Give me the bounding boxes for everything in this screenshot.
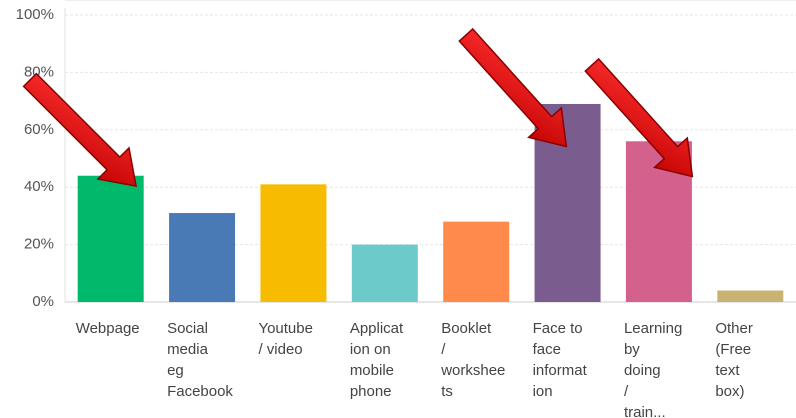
bar [443, 221, 510, 302]
bar [351, 244, 418, 302]
arrow [458, 27, 568, 148]
x-tick-label: Booklet / workshee ts [441, 320, 506, 400]
bar [260, 184, 327, 302]
arrows [22, 27, 694, 188]
y-tick-label: 100% [16, 6, 54, 23]
x-tick-label: Youtube / video [258, 320, 313, 358]
x-tick-label: Applicat ion on mobile phone [349, 320, 404, 400]
bar [717, 290, 784, 302]
y-tick-label: 20% [24, 236, 54, 253]
x-tick-label: Learning by doing / train... [623, 320, 683, 418]
x-tick-label: Face to face informat ion [532, 320, 587, 400]
x-tick-label: Social media eg Facebook [167, 320, 233, 400]
arrow [584, 57, 694, 178]
arrow [22, 72, 138, 188]
y-tick-label: 80% [24, 63, 54, 80]
y-tick-label: 0% [32, 293, 54, 310]
x-tick-label: Other (Free text box) [715, 320, 753, 400]
bar [169, 213, 236, 302]
y-tick-label: 40% [24, 178, 54, 195]
bar [77, 175, 144, 302]
y-tick-label: 60% [24, 121, 54, 138]
x-tick-label: Webpage [75, 320, 140, 337]
